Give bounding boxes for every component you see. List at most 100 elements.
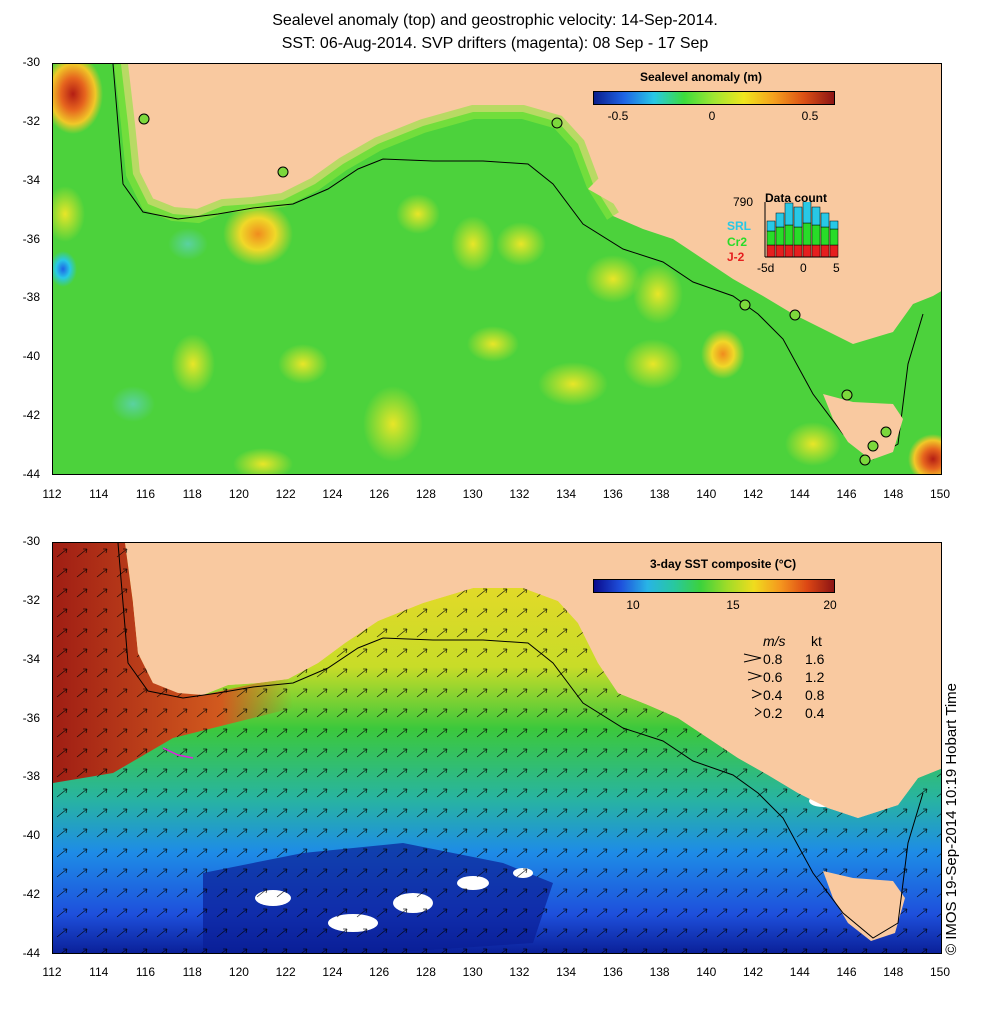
latitude-tick-label: -42 [22,408,40,423]
latitude-tick-label: -44 [22,946,40,960]
data-count-bar [793,226,803,246]
data-count-xtick: 0 [800,261,807,275]
longitude-tick-label: 120 [228,965,249,979]
longitude-tick-label: 122 [275,487,296,501]
data-count-srl: SRL [727,219,751,233]
longitude-tick-label: 150 [929,487,951,501]
longitude-tick-label: 146 [836,965,857,979]
data-count-bar [784,224,794,246]
tasmania [823,394,903,460]
longitude-tick-label: 114 [89,487,109,501]
longitude-tick-label: 146 [836,487,857,501]
data-count-j2: J-2 [727,250,745,264]
latitude-tick-label: -40 [22,828,40,843]
data-count-bar [802,202,812,224]
longitude-tick-label: 124 [322,965,343,979]
data-count-bar [766,230,776,246]
data-count-max: 790 [733,195,754,209]
imos-credit: © IMOS 19-Sep-2014 10:19 Hobart Time [943,682,960,955]
data-count-bar [811,244,821,258]
longitude-tick-label: 140 [696,965,717,979]
data-count-bar [775,226,785,246]
data-count-xtick: -5d [757,261,775,275]
drifter-track [162,747,194,759]
longitude-tick-label: 112 [42,965,62,979]
data-count-xtick: 5 [833,261,840,275]
sealevel-map-panel: Sealevel anomaly (m) -0.5 0 0.5 Data cou… [52,63,942,475]
longitude-tick-label: 138 [649,487,670,501]
latitude-tick-label: -38 [22,769,40,784]
sla-colorbar-tick: 0.5 [801,109,819,123]
sla-colorbar-tick: -0.5 [607,109,629,123]
data-count-bar [811,224,821,246]
data-count-histogram [764,202,839,258]
sst-colorbar-tick: 10 [626,598,640,612]
data-count-bar [802,244,812,258]
land-mask [133,543,941,818]
longitude-tick-label: 118 [182,487,202,501]
data-count-bar [829,228,839,246]
latitude-tick-label: -40 [22,349,40,364]
latitude-tick-label: -36 [22,231,40,246]
tasmania [823,871,905,941]
sealevel-map [53,64,941,474]
sla-colorbar-tick: 0 [708,109,716,123]
sst-colorbar-tick: 20 [823,598,837,612]
longitude-tick-label: 134 [556,965,577,979]
latitude-tick-label: -44 [22,467,40,481]
speed-value-kt: 0.8 [805,687,825,703]
sst-colorbar-tick: 15 [726,598,740,612]
longitude-tick-label: 134 [556,487,577,501]
longitude-tick-label: 122 [275,965,296,979]
longitude-tick-label: 116 [135,487,156,501]
data-count-title: Data count [765,191,828,205]
data-count-bar [829,220,839,230]
speed-value-kt: 1.6 [805,651,825,667]
longitude-tick-label: 136 [602,487,623,501]
speed-value-ms: 0.8 [763,651,783,667]
sst-colorbar-title: 3-day SST composite (°C) [650,557,797,571]
longitude-tick-label: 116 [135,965,156,979]
longitude-tick-label: 130 [462,487,483,501]
sla-colorbar-title: Sealevel anomaly (m) [640,70,763,84]
data-count-cr2: Cr2 [727,235,748,249]
longitude-tick-label: 142 [743,487,764,501]
longitude-tick-label: 130 [462,965,483,979]
anomaly-blobs [53,64,941,474]
longitude-tick-label: 148 [883,487,904,501]
land-fill [588,134,665,214]
sla-colorbar [593,91,835,105]
speed-value-kt: 1.2 [805,669,825,685]
longitude-tick-label: 148 [883,965,904,979]
data-count-bar [820,226,830,246]
latitude-tick-label: -34 [22,172,40,187]
data-count-bar [775,244,785,258]
data-count-bar [793,206,803,228]
longitude-tick-label: 112 [42,487,62,501]
speed-header-kt: kt [811,633,822,649]
shelf-break-contour [112,64,924,460]
longitude-tick-label: 144 [789,487,810,501]
longitude-tick-label: 126 [369,487,390,501]
longitude-tick-label: 136 [602,965,623,979]
speed-value-ms: 0.4 [763,687,783,703]
data-count-bar [784,202,794,226]
latitude-tick-label: -32 [22,592,40,607]
data-count-bar [820,212,830,228]
longitude-tick-label: 142 [743,965,764,979]
data-count-bar [766,220,776,232]
longitude-tick-label: 114 [89,965,109,979]
longitude-tick-label: 120 [228,487,249,501]
sst-colorbar [593,579,835,593]
longitude-tick-label: 128 [415,965,436,979]
longitude-tick-label: 138 [649,965,670,979]
longitude-tick-label: 124 [322,487,343,501]
data-count-bar [766,244,776,258]
latitude-tick-label: -32 [22,113,40,128]
latitude-tick-label: -34 [22,651,40,666]
longitude-tick-label: 150 [929,965,951,979]
shelf-break-contour [117,543,924,939]
longitude-tick-label: 128 [415,487,436,501]
tide-gauge-markers [138,113,892,466]
longitude-tick-label: 132 [509,965,530,979]
